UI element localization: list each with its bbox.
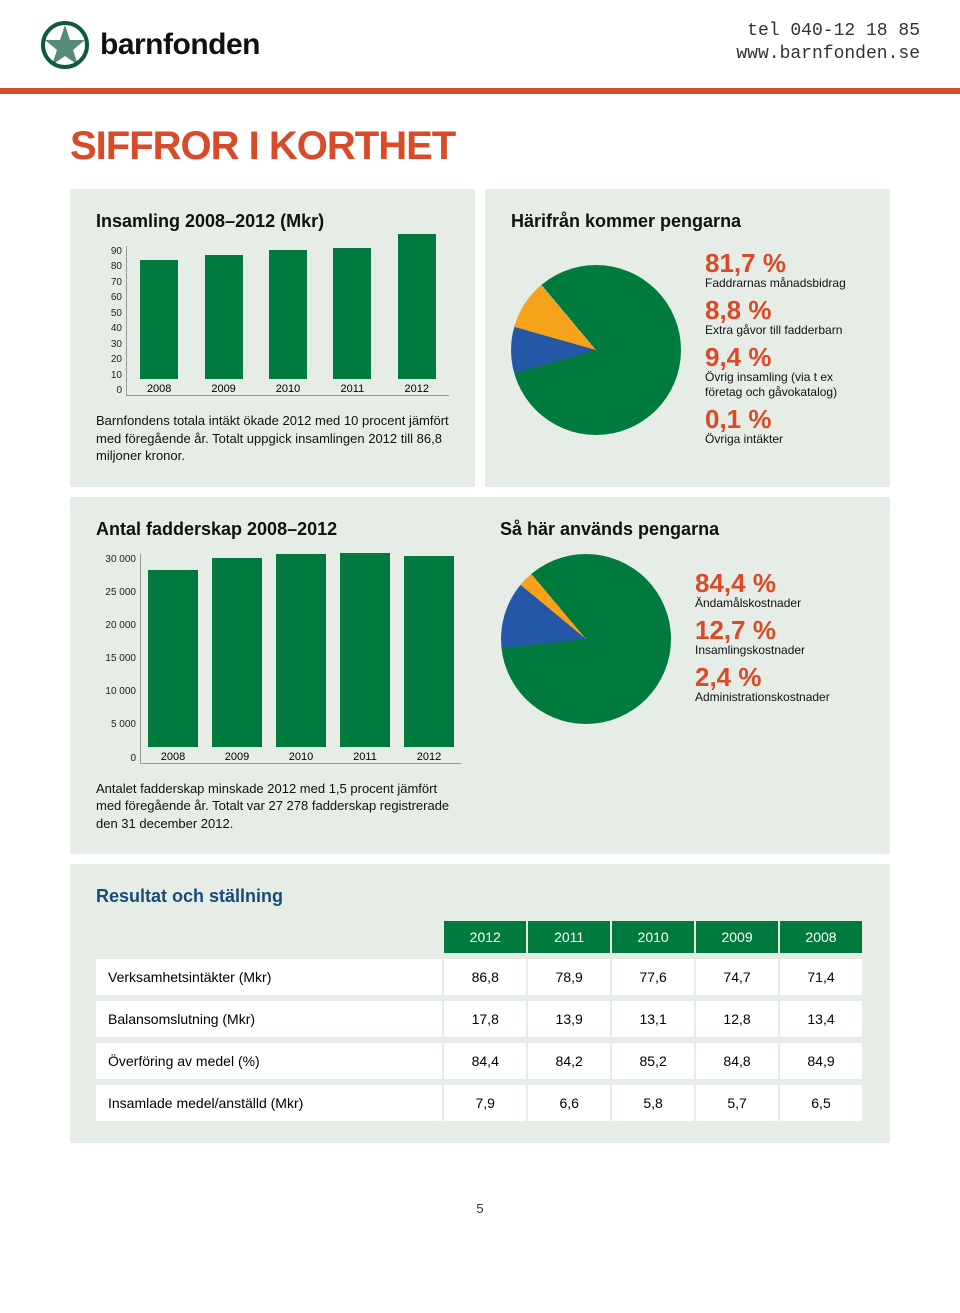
- pct-label: Insamlingskostnader: [695, 643, 864, 658]
- pct-label: Administrations­kostnader: [695, 690, 864, 705]
- pct-label: Övrig insamling (via t ex företag och gå…: [705, 370, 864, 400]
- pie1-legend: 81,7 %Faddrarnas månadsbidrag 8,8 %Extra …: [705, 246, 864, 453]
- chart1-caption: Barnfondens totala intäkt ökade 2012 med…: [96, 412, 449, 465]
- table-cell: Insamlade medel/anställd (Mkr): [96, 1082, 443, 1121]
- bar-2011: 2011: [328, 248, 376, 396]
- result-table: 20122011201020092008Verksamhetsintäkter …: [96, 921, 864, 1121]
- bar-2011: 2011: [333, 553, 397, 763]
- chart1-title: Insamling 2008–2012 (Mkr): [96, 211, 449, 232]
- table-cell: 6,6: [527, 1082, 611, 1121]
- pie-chart-usage: [501, 554, 671, 724]
- bar-2012: 2012: [397, 556, 461, 763]
- pie-chart-funding: [511, 265, 681, 435]
- pie2-title: Så här används pengarna: [500, 519, 864, 540]
- table-cell: 7,9: [443, 1082, 527, 1121]
- table-cell: 12,8: [695, 998, 779, 1040]
- pct-value: 81,7 %: [705, 250, 864, 276]
- table-cell: 6,5: [779, 1082, 863, 1121]
- logo-icon: [40, 20, 90, 70]
- table-cell: 74,7: [695, 956, 779, 998]
- chart2-title: Antal fadderskap 2008–2012: [96, 519, 460, 540]
- table-cell: 17,8: [443, 998, 527, 1040]
- pct-value: 8,8 %: [705, 297, 864, 323]
- table-row: Verksamhetsintäkter (Mkr)86,878,977,674,…: [96, 956, 863, 998]
- bar-2008: 2008: [135, 260, 183, 395]
- panel-fadderskap-usage: Antal fadderskap 2008–2012 Så här använd…: [70, 497, 890, 855]
- pct-label: Ändamålskostnader: [695, 596, 864, 611]
- table-cell: 84,9: [779, 1040, 863, 1082]
- page-header: barnfonden tel 040-12 18 85 www.barnfond…: [0, 0, 960, 80]
- bar-chart-fadderskap: 30 00025 00020 00015 00010 0005 00002008…: [96, 554, 461, 764]
- pie1-title: Härifrån kommer pengarna: [511, 211, 864, 232]
- table-cell: 85,2: [611, 1040, 695, 1082]
- table-cell: 84,4: [443, 1040, 527, 1082]
- bar-2010: 2010: [264, 250, 312, 395]
- table-header: [96, 921, 443, 956]
- table-cell: 77,6: [611, 956, 695, 998]
- pct-value: 12,7 %: [695, 617, 864, 643]
- pct-label: Faddrarnas månadsbidrag: [705, 276, 864, 291]
- table-cell: Balansomslutning (Mkr): [96, 998, 443, 1040]
- pie2-legend: 84,4 %Ändamålskostnader 12,7 %Insamlingsk…: [695, 566, 864, 711]
- result-title: Resultat och ställning: [96, 886, 864, 907]
- bar-2009: 2009: [205, 558, 269, 763]
- url: www.barnfonden.se: [736, 43, 920, 66]
- pct-value: 9,4 %: [705, 344, 864, 370]
- table-header: 2012: [443, 921, 527, 956]
- table-cell: 78,9: [527, 956, 611, 998]
- table-cell: 71,4: [779, 956, 863, 998]
- panel-funding-source: Härifrån kommer pengarna 81,7 %Faddrarna…: [485, 189, 890, 487]
- bar-2009: 2009: [200, 255, 248, 396]
- pct-value: 84,4 %: [695, 570, 864, 596]
- bar-chart-insamling: 908070605040302010020082009201020112012: [96, 246, 449, 396]
- table-cell: 84,2: [527, 1040, 611, 1082]
- pct-value: 0,1 %: [705, 406, 864, 432]
- bar-2008: 2008: [141, 570, 205, 762]
- panel-result: Resultat och ställning 20122011201020092…: [70, 864, 890, 1143]
- contact-block: tel 040-12 18 85 www.barnfonden.se: [736, 20, 920, 67]
- bar-2010: 2010: [269, 554, 333, 763]
- table-row: Överföring av medel (%)84,484,285,284,88…: [96, 1040, 863, 1082]
- table-row: Balansomslutning (Mkr)17,813,913,112,813…: [96, 998, 863, 1040]
- pct-label: Övriga intäkter: [705, 432, 864, 447]
- table-cell: 13,4: [779, 998, 863, 1040]
- table-cell: 13,9: [527, 998, 611, 1040]
- table-cell: Verksamhetsintäkter (Mkr): [96, 956, 443, 998]
- table-cell: 84,8: [695, 1040, 779, 1082]
- table-cell: 5,8: [611, 1082, 695, 1121]
- table-cell: 5,7: [695, 1082, 779, 1121]
- table-header: 2011: [527, 921, 611, 956]
- table-cell: 86,8: [443, 956, 527, 998]
- wordmark: barnfonden: [100, 28, 260, 62]
- table-header: 2008: [779, 921, 863, 956]
- table-cell: 13,1: [611, 998, 695, 1040]
- tel: tel 040-12 18 85: [736, 20, 920, 43]
- chart2-caption: Antalet fadderskap minskade 2012 med 1,5…: [96, 780, 461, 833]
- pct-label: Extra gåvor till fadderbarn: [705, 323, 864, 338]
- table-header: 2010: [611, 921, 695, 956]
- panel-insamling: Insamling 2008–2012 (Mkr) 90807060504030…: [70, 189, 475, 487]
- pct-value: 2,4 %: [695, 664, 864, 690]
- bar-2012: 2012: [393, 234, 441, 395]
- table-header: 2009: [695, 921, 779, 956]
- table-cell: Överföring av medel (%): [96, 1040, 443, 1082]
- table-row: Insamlade medel/anställd (Mkr)7,96,65,85…: [96, 1082, 863, 1121]
- logo: barnfonden: [40, 20, 260, 70]
- page-title: SIFFROR I KORTHET: [70, 124, 890, 169]
- page-number: 5: [0, 1183, 960, 1234]
